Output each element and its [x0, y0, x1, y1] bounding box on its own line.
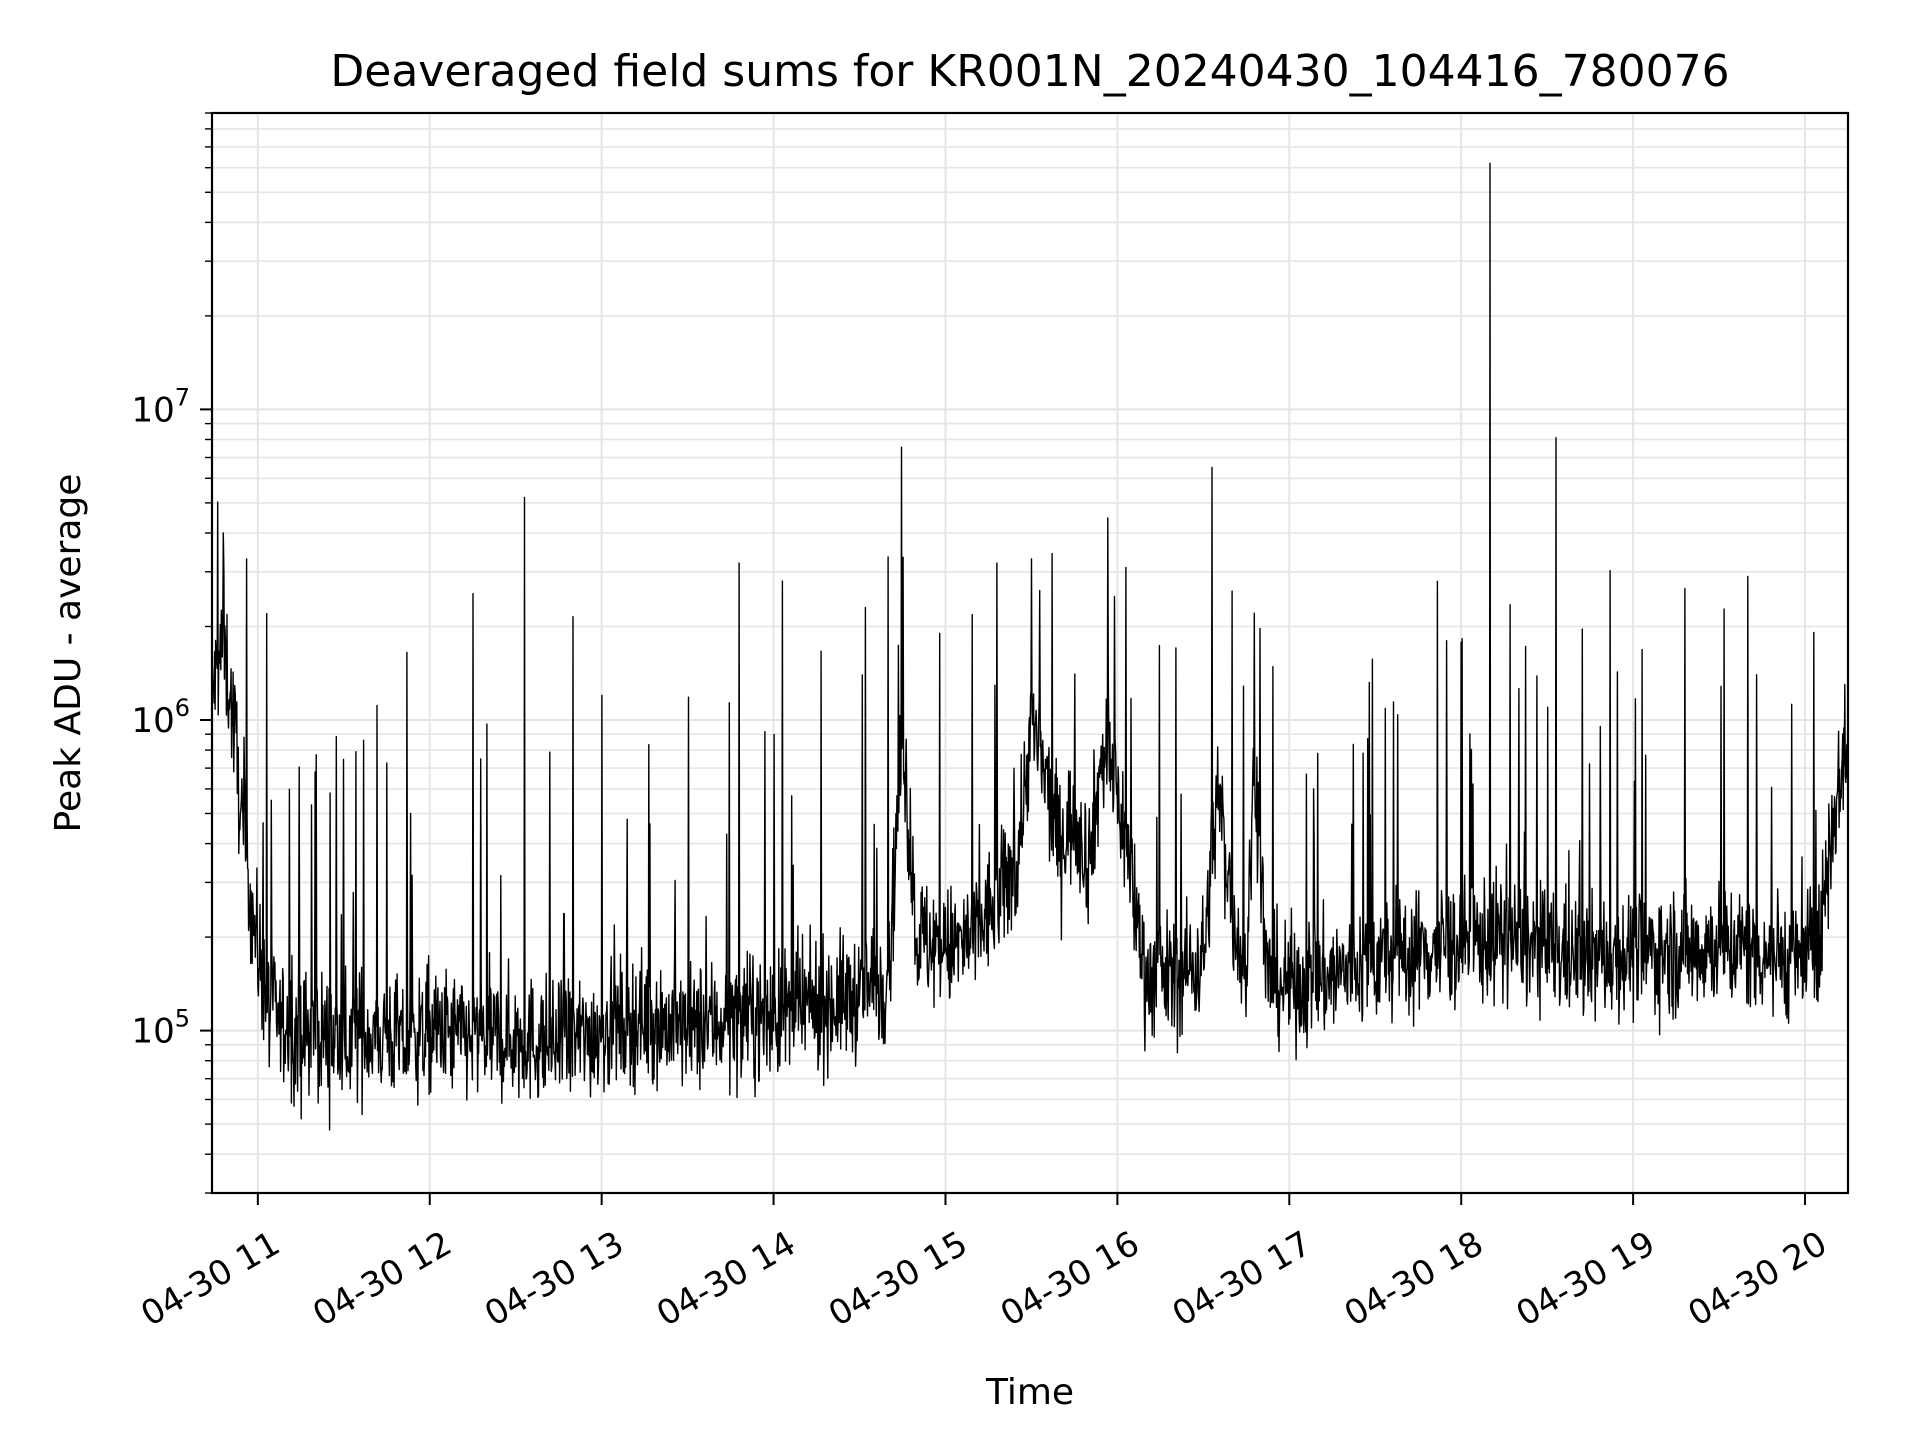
x-tick-label: 04-30 20 — [1682, 1224, 1834, 1335]
chart-title: Deaveraged field sums for KR001N_2024043… — [330, 46, 1729, 97]
x-tick-label: 04-30 15 — [822, 1224, 974, 1335]
plot-frame — [210, 111, 1850, 1195]
x-tick-label: 04-30 14 — [650, 1224, 802, 1335]
x-tick-label: 04-30 18 — [1338, 1224, 1490, 1335]
y-tick-label-base: 10 — [131, 1012, 174, 1052]
y-tick-label: 105 — [131, 1005, 190, 1052]
x-tick-label: 04-30 12 — [306, 1224, 458, 1335]
plot-area — [211, 162, 1849, 1131]
x-axis-label: Time — [985, 1372, 1074, 1413]
x-tick-label: 04-30 17 — [1166, 1224, 1318, 1335]
data-series-line — [211, 162, 1849, 1131]
y-tick-label: 107 — [131, 383, 190, 430]
y-tick-label-exponent: 6 — [175, 694, 190, 722]
y-tick-label-exponent: 5 — [175, 1005, 190, 1033]
y-tick-label-exponent: 7 — [175, 383, 190, 411]
y-tick-label-base: 10 — [131, 701, 174, 741]
x-tick-label: 04-30 13 — [478, 1224, 630, 1335]
x-tick-label: 04-30 16 — [994, 1224, 1146, 1335]
y-tick-label: 106 — [131, 694, 190, 741]
y-tick-label-base: 10 — [131, 390, 174, 430]
x-tick-label: 04-30 19 — [1510, 1224, 1662, 1335]
ticks-layer: 04-30 11 04-30 12 04-30 13 04-30 14 04-30 15… — [131, 112, 1834, 1335]
y-axis-label: Peak ADU - average — [48, 474, 89, 833]
x-tick-label: 04-30 11 — [134, 1224, 286, 1335]
